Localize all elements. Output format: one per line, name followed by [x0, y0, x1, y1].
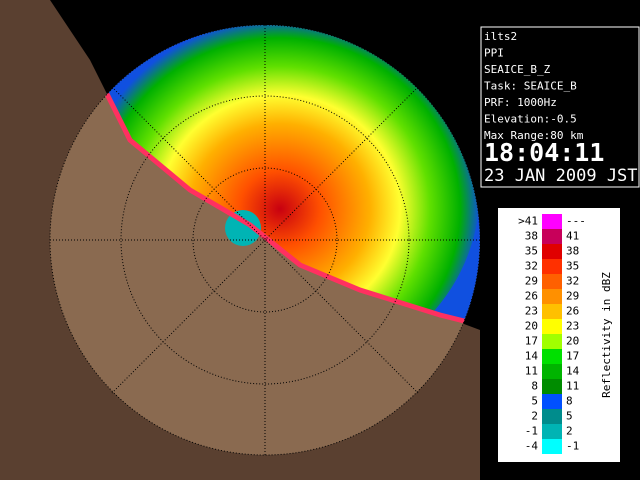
info-line: PRF: 1000Hz — [484, 96, 557, 109]
legend-swatch — [542, 409, 562, 424]
legend-swatch — [542, 424, 562, 439]
legend-swatch — [542, 439, 562, 454]
legend-high: 8 — [566, 395, 573, 408]
legend-low: -4 — [525, 440, 539, 453]
legend-high: 23 — [566, 320, 579, 333]
legend-low: 14 — [525, 350, 539, 363]
coast-clutter — [87, 58, 480, 328]
legend-low: 20 — [525, 320, 538, 333]
info-line: SEAICE_B_Z — [484, 63, 551, 76]
legend-low: 5 — [531, 395, 538, 408]
legend-low: 2 — [531, 410, 538, 423]
info-line: ilts2 — [484, 30, 517, 43]
info-line: Elevation:-0.5 — [484, 113, 577, 126]
info-line: Task: SEAICE_B — [484, 80, 577, 93]
legend-high: 32 — [566, 275, 579, 288]
legend-low: 8 — [531, 380, 538, 393]
legend-low: -1 — [525, 425, 538, 438]
legend-high: 17 — [566, 350, 579, 363]
legend-swatch — [542, 334, 562, 349]
legend-high: 35 — [566, 260, 579, 273]
legend-low: 29 — [525, 275, 538, 288]
legend-low: 26 — [525, 290, 538, 303]
legend-swatch — [542, 319, 562, 334]
range-rings — [49, 24, 481, 456]
legend-low: 32 — [525, 260, 538, 273]
legend-high: 14 — [566, 365, 580, 378]
legend-low: 11 — [525, 365, 538, 378]
legend-high: 38 — [566, 245, 579, 258]
legend-swatch — [542, 289, 562, 304]
legend-high: 26 — [566, 305, 579, 318]
clutter-center — [225, 210, 261, 246]
legend-low: 38 — [525, 230, 538, 243]
info-line: PPI — [484, 47, 504, 60]
legend-high: 2 — [566, 425, 573, 438]
legend-swatch — [542, 214, 562, 229]
legend-title: Reflectivity in dBZ — [600, 272, 613, 398]
legend-swatch — [542, 364, 562, 379]
legend-swatch — [542, 229, 562, 244]
legend-high: 29 — [566, 290, 579, 303]
info-panel — [480, 26, 640, 188]
legend-swatch — [542, 349, 562, 364]
legend-low: 17 — [525, 335, 538, 348]
legend-swatch — [542, 274, 562, 289]
legend-high: 20 — [566, 335, 579, 348]
legend-high: 11 — [566, 380, 579, 393]
legend-low: >41 — [518, 215, 538, 228]
legend-low: 35 — [525, 245, 538, 258]
time: 18:04:11 — [484, 138, 604, 167]
legend-high: 41 — [566, 230, 579, 243]
legend-swatch — [542, 379, 562, 394]
info-line: Max Range:80 km — [484, 129, 584, 142]
legend-swatch — [542, 259, 562, 274]
legend-high: -1 — [566, 440, 579, 453]
date: 23 JAN 2009 JST — [484, 166, 638, 186]
legend-high: 5 — [566, 410, 573, 423]
radar-disk — [50, 25, 480, 455]
legend-low: 23 — [525, 305, 538, 318]
legend-high: --- — [566, 215, 586, 228]
legend-swatch — [542, 304, 562, 319]
legend-swatch — [542, 394, 562, 409]
legend-swatch — [542, 244, 562, 259]
